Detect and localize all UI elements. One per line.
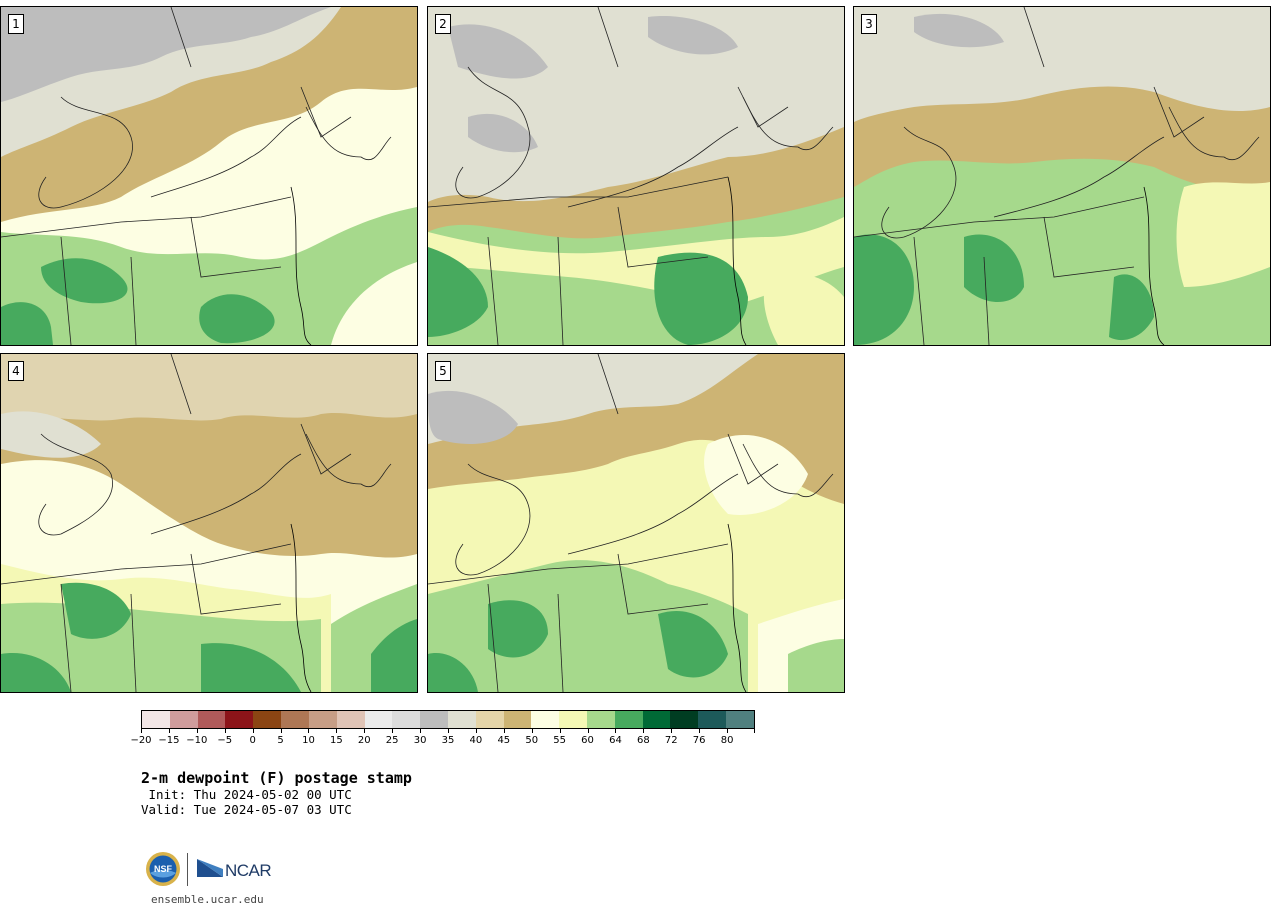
colorbar-swatch [281,711,309,728]
panel-label: 5 [435,361,451,381]
colorbar-swatch [225,711,254,728]
colorbar [141,710,755,729]
colorbar-tick-label: 40 [469,735,483,746]
stamp-panel-2: 2 [427,6,845,346]
colorbar-swatch [642,711,671,728]
colorbar-swatch [531,711,560,728]
colorbar-swatch [420,711,448,728]
colorbar-tick [699,729,701,733]
colorbar-tick [336,729,338,733]
colorbar-swatch [336,711,365,728]
colorbar-tick-label: 68 [636,735,650,746]
colorbar-tick [587,729,589,733]
colorbar-tick-label: −5 [217,735,233,746]
colorbar-swatch [308,711,337,728]
dewpoint-map [428,7,844,345]
colorbar-tick-label: 64 [609,735,622,746]
colorbar-tick [168,729,170,733]
colorbar-tick-label: 50 [525,735,539,746]
colorbar-swatch [142,711,170,728]
nsf-logo: NSF [146,852,180,886]
colorbar-swatch [503,711,532,728]
colorbar-swatch [559,711,587,728]
colorbar-tick-label: 0 [249,735,256,746]
colorbar-tick-label: 60 [581,735,594,746]
colorbar-tick-label: 35 [441,735,455,746]
colorbar-swatch [726,711,754,728]
stamp-panel-3: 3 [853,6,1271,346]
colorbar-swatch [364,711,393,728]
colorbar-swatch [447,711,476,728]
dewpoint-map [1,354,417,692]
colorbar-tick [364,729,366,733]
colorbar-tick [196,729,198,733]
colorbar-tick [754,729,755,733]
colorbar-tick-label: 72 [664,735,678,746]
colorbar-tick-label: 15 [329,735,343,746]
colorbar-tick-label: 25 [385,735,399,746]
site-url: ensemble.ucar.edu [151,893,264,906]
colorbar-tick-label: 80 [720,735,734,746]
colorbar-tick-label: −20 [130,735,152,746]
colorbar-swatch [614,711,643,728]
colorbar-tick [643,729,645,733]
colorbar-tick [224,729,226,733]
colorbar-swatch [392,711,421,728]
colorbar-swatch [253,711,282,728]
dewpoint-map [854,7,1270,345]
stamp-panel-1: 1 [0,6,418,346]
colorbar-tick-label: −15 [158,735,180,746]
colorbar-tick [615,729,617,733]
colorbar-tick [475,729,477,733]
colorbar-tick-label: 45 [497,735,511,746]
panel-label: 4 [8,361,24,381]
valid-time: Valid: Tue 2024-05-07 03 UTC [141,802,352,817]
colorbar-tick-label: 5 [277,735,284,746]
colorbar-tick [141,729,142,733]
colorbar-ticks: −20 −15 −10 −5 0 5 10 15 20 25 30 35 40 45 50 55 60 64 68 7… [130,729,755,751]
panel-label: 3 [861,14,877,34]
panel-label: 2 [435,14,451,34]
colorbar-swatch [587,711,615,728]
colorbar-swatch [475,711,504,728]
panel-label: 1 [8,14,24,34]
colorbar-swatch [169,711,198,728]
logo-divider [187,853,188,886]
init-time: Init: Thu 2024-05-02 00 UTC [141,787,352,802]
dewpoint-map [1,7,417,345]
colorbar-tick-label: −10 [186,735,208,746]
colorbar-tick [420,729,422,733]
colorbar-tick [531,729,533,733]
colorbar-tick-label: 30 [413,735,427,746]
figure-title: 2-m dewpoint (F) postage stamp [141,769,412,787]
colorbar-swatch [197,711,226,728]
stamp-panel-4: 4 [0,353,418,693]
colorbar-tick [503,729,505,733]
colorbar-tick [559,729,561,733]
stamp-panel-5: 5 [427,353,845,693]
colorbar-tick [308,729,310,733]
dewpoint-map [428,354,844,692]
colorbar-swatch [698,711,727,728]
colorbar-tick [727,729,729,733]
colorbar-tick [392,729,394,733]
colorbar-tick [671,729,673,733]
colorbar-tick-label: 20 [357,735,371,746]
ncar-logo-text: NCAR [225,861,272,880]
ncar-mark-icon [197,859,223,877]
colorbar-tick [280,729,282,733]
nsf-logo-text: NSF [154,864,173,874]
colorbar-swatch [670,711,699,728]
colorbar-tick-label: 76 [692,735,706,746]
colorbar-tick [252,729,254,733]
colorbar-tick [448,729,449,733]
logo-row: NSF NCAR [145,851,275,889]
colorbar-tick-label: 10 [302,735,315,746]
colorbar-tick-label: 55 [553,735,566,746]
